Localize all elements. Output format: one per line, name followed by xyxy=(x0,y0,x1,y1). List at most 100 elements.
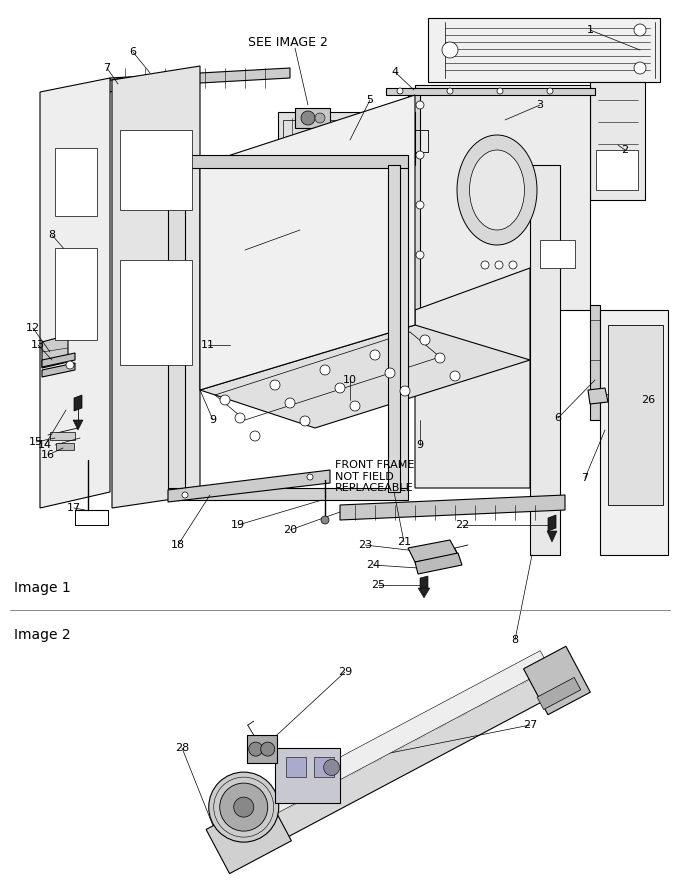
Polygon shape xyxy=(418,588,430,598)
Bar xyxy=(120,130,192,210)
Text: 8: 8 xyxy=(48,230,56,240)
Circle shape xyxy=(497,88,503,94)
Polygon shape xyxy=(110,68,290,88)
Bar xyxy=(596,150,638,190)
Bar xyxy=(608,325,663,505)
Circle shape xyxy=(416,251,424,259)
Circle shape xyxy=(495,261,503,269)
Circle shape xyxy=(307,474,313,480)
Polygon shape xyxy=(420,576,428,590)
Polygon shape xyxy=(530,165,560,555)
Text: 17: 17 xyxy=(67,503,81,513)
Polygon shape xyxy=(278,112,415,165)
Polygon shape xyxy=(388,165,400,492)
Polygon shape xyxy=(42,353,75,367)
Bar xyxy=(540,240,575,268)
Polygon shape xyxy=(548,515,556,531)
Circle shape xyxy=(509,261,517,269)
Polygon shape xyxy=(547,531,557,542)
Circle shape xyxy=(234,797,254,818)
Polygon shape xyxy=(415,85,590,310)
Circle shape xyxy=(370,350,380,360)
Text: 9: 9 xyxy=(416,440,424,450)
Circle shape xyxy=(220,783,268,831)
Circle shape xyxy=(634,24,646,36)
Circle shape xyxy=(301,111,315,125)
Text: 20: 20 xyxy=(283,525,297,535)
Bar xyxy=(120,260,192,365)
Polygon shape xyxy=(340,495,565,520)
Polygon shape xyxy=(537,678,581,709)
Text: 13: 13 xyxy=(31,340,45,350)
Polygon shape xyxy=(168,488,408,500)
Circle shape xyxy=(300,416,310,426)
Text: 24: 24 xyxy=(366,560,380,570)
Text: 6: 6 xyxy=(129,47,137,57)
Text: 23: 23 xyxy=(358,540,372,550)
Polygon shape xyxy=(206,796,291,874)
Circle shape xyxy=(66,361,74,369)
Text: 22: 22 xyxy=(455,520,469,530)
Polygon shape xyxy=(200,95,415,390)
Text: 7: 7 xyxy=(103,63,111,73)
Text: 18: 18 xyxy=(171,540,185,550)
Bar xyxy=(286,758,305,778)
Text: 16: 16 xyxy=(41,450,55,460)
Polygon shape xyxy=(74,395,82,411)
Text: 7: 7 xyxy=(581,473,589,483)
Bar xyxy=(283,120,409,158)
Ellipse shape xyxy=(457,135,537,245)
Circle shape xyxy=(416,101,424,109)
Circle shape xyxy=(547,88,553,94)
Bar xyxy=(55,248,97,340)
Polygon shape xyxy=(42,363,75,377)
Circle shape xyxy=(285,398,295,408)
Polygon shape xyxy=(415,268,530,488)
Polygon shape xyxy=(415,553,462,574)
Text: 8: 8 xyxy=(511,635,519,645)
Bar xyxy=(50,432,75,440)
Circle shape xyxy=(220,395,230,405)
Circle shape xyxy=(447,88,453,94)
Polygon shape xyxy=(524,646,590,715)
Circle shape xyxy=(450,371,460,381)
Polygon shape xyxy=(590,305,600,420)
Polygon shape xyxy=(73,420,83,430)
Circle shape xyxy=(324,759,339,775)
Text: 28: 28 xyxy=(175,743,189,753)
Text: Image 1: Image 1 xyxy=(14,581,71,595)
Circle shape xyxy=(209,772,279,842)
Polygon shape xyxy=(112,66,200,508)
Circle shape xyxy=(335,383,345,393)
Polygon shape xyxy=(588,388,608,404)
Polygon shape xyxy=(40,78,110,508)
Circle shape xyxy=(350,401,360,411)
Circle shape xyxy=(250,431,260,441)
Text: Image 2: Image 2 xyxy=(14,628,71,642)
Text: 21: 21 xyxy=(397,537,411,547)
Polygon shape xyxy=(408,540,458,562)
Circle shape xyxy=(385,368,395,378)
Circle shape xyxy=(270,380,280,390)
Polygon shape xyxy=(386,88,595,95)
Circle shape xyxy=(260,742,275,756)
Text: 14: 14 xyxy=(38,440,52,450)
Polygon shape xyxy=(222,650,549,838)
Circle shape xyxy=(416,201,424,209)
Circle shape xyxy=(315,113,325,123)
Text: 9: 9 xyxy=(209,415,216,425)
Circle shape xyxy=(400,386,410,396)
Circle shape xyxy=(481,261,489,269)
Polygon shape xyxy=(58,78,122,100)
Circle shape xyxy=(634,62,646,74)
Polygon shape xyxy=(42,335,68,368)
Text: 15: 15 xyxy=(29,437,43,447)
Text: 25: 25 xyxy=(371,580,385,590)
Bar xyxy=(56,443,74,450)
Circle shape xyxy=(397,88,403,94)
Polygon shape xyxy=(428,18,660,82)
Text: 19: 19 xyxy=(231,520,245,530)
Text: 3: 3 xyxy=(537,100,543,110)
Text: 27: 27 xyxy=(523,720,537,730)
Text: 29: 29 xyxy=(338,667,352,677)
